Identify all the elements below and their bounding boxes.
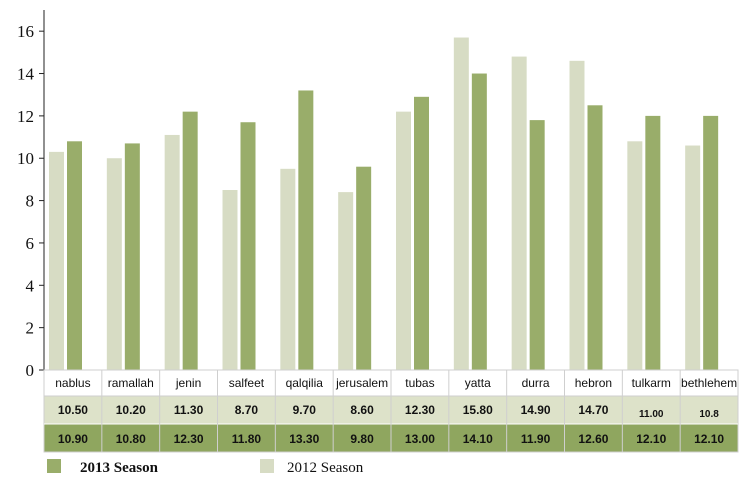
- bar-2012-jerusalem: [338, 192, 354, 370]
- bar-2012-tulkarm: [627, 141, 643, 370]
- bar-2013-yatta: [471, 73, 487, 370]
- table-value-2012-qalqilia: 9.70: [293, 403, 317, 417]
- table-value-2013-hebron: 12.60: [578, 432, 608, 446]
- category-label-bethlehem: bethlehem: [681, 376, 737, 390]
- legend-swatch-2012: [260, 459, 274, 473]
- bars: [49, 37, 719, 371]
- table-value-2012-jenin: 11.30: [174, 403, 204, 417]
- bar-2012-yatta: [453, 37, 469, 370]
- bar-2013-tulkarm: [645, 115, 661, 370]
- y-axis: 0 2 4 6 8 10 12 14 16: [17, 10, 45, 380]
- table-value-2012-ramallah: 10.20: [116, 403, 146, 417]
- category-label-salfeet: salfeet: [229, 376, 265, 390]
- category-label-tubas: tubas: [405, 376, 434, 390]
- table-value-2013-nablus: 10.90: [58, 432, 88, 446]
- legend-label-2012: 2012 Season: [287, 460, 364, 476]
- category-label-ramallah: ramallah: [108, 376, 154, 390]
- y-tick-label: 10: [17, 149, 34, 168]
- legend-swatch-2013: [47, 459, 61, 473]
- y-tick-label: 8: [26, 192, 35, 211]
- y-tick-label: 12: [17, 107, 34, 126]
- table-value-2012-tulkarm: 11.00: [639, 409, 664, 420]
- bar-2013-jenin: [182, 111, 198, 370]
- y-tick-label: 2: [26, 319, 35, 338]
- bar-2012-bethlehem: [685, 145, 701, 370]
- bar-2013-tubas: [414, 96, 429, 370]
- category-label-jerusalem: jerusalem: [335, 376, 388, 390]
- category-label-qalqilia: qalqilia: [286, 376, 324, 390]
- table-value-2013-jenin: 12.30: [174, 432, 204, 446]
- bar-2013-durra: [529, 120, 545, 370]
- table-value-2012-jerusalem: 8.60: [350, 403, 374, 417]
- bar-2012-nablus: [49, 151, 64, 370]
- bar-2013-hebron: [587, 105, 603, 370]
- data-table: nablus 10.50 10.90 ramallah 10.20 10.80 jenin 1…: [43, 369, 739, 453]
- category-label-nablus: nablus: [55, 376, 90, 390]
- bar-2012-salfeet: [222, 190, 238, 370]
- table-value-2013-qalqilia: 13.30: [289, 432, 319, 446]
- table-value-2013-jerusalem: 9.80: [350, 432, 374, 446]
- category-label-hebron: hebron: [575, 376, 612, 390]
- bar-2012-tubas: [396, 111, 411, 370]
- legend-label-2013: 2013 Season: [80, 460, 159, 476]
- y-tick-label: 4: [26, 276, 35, 295]
- y-tick-label: 6: [26, 234, 35, 253]
- bar-2012-jenin: [164, 134, 180, 370]
- bar-2013-nablus: [67, 141, 82, 370]
- bar-2013-ramallah: [124, 143, 140, 370]
- category-label-tulkarm: tulkarm: [632, 376, 671, 390]
- table-value-2012-bethlehem: 10.8: [699, 409, 719, 420]
- bar-2013-bethlehem: [703, 115, 719, 370]
- table-value-2012-nablus: 10.50: [58, 403, 88, 417]
- table-value-2012-salfeet: 8.70: [235, 403, 259, 417]
- table-value-2013-tubas: 13.00: [405, 432, 435, 446]
- table-value-2013-ramallah: 10.80: [116, 432, 146, 446]
- bar-2013-salfeet: [240, 122, 256, 370]
- table-value-2013-durra: 11.90: [521, 432, 551, 446]
- table-value-2012-durra: 14.90: [521, 403, 551, 417]
- bar-2013-qalqilia: [298, 90, 314, 371]
- bar-2012-ramallah: [106, 158, 122, 370]
- table-value-2013-yatta: 14.10: [463, 432, 493, 446]
- legend: 2013 Season 2012 Season: [47, 459, 364, 476]
- table-value-2012-hebron: 14.70: [578, 403, 608, 417]
- bar-2012-durra: [511, 56, 527, 371]
- y-tick-label: 0: [26, 361, 35, 380]
- table-value-2012-tubas: 12.30: [405, 403, 435, 417]
- category-label-durra: durra: [522, 376, 550, 390]
- y-tick-label: 16: [17, 22, 34, 41]
- y-tick-label: 14: [17, 65, 35, 84]
- bar-2013-jerusalem: [356, 166, 372, 370]
- table-value-2012-yatta: 15.80: [463, 403, 493, 417]
- table-value-2013-bethlehem: 12.10: [694, 432, 724, 446]
- category-label-yatta: yatta: [465, 376, 491, 390]
- bar-2012-hebron: [569, 60, 585, 371]
- table-value-2013-salfeet: 11.80: [232, 432, 262, 446]
- category-label-jenin: jenin: [175, 376, 201, 390]
- bar-2012-qalqilia: [280, 168, 296, 370]
- table-value-2013-tulkarm: 12.10: [636, 432, 666, 446]
